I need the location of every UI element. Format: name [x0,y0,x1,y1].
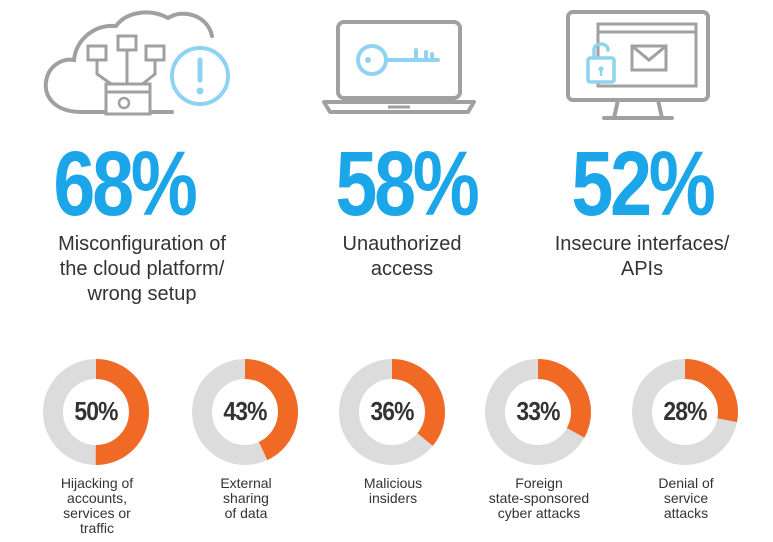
donut-svg [43,359,149,465]
donut-value-label: 50% [74,396,118,426]
donut-arc [485,359,591,465]
donut-chart-hijacking: 50% Hijacking of accounts, services or t… [32,358,162,542]
stat-column-unauthorized-access: 58% Unauthorized access [282,0,522,330]
donut-chart-foreign-attacks: 33% Foreign state-sponsored cyber attack… [474,358,604,542]
stat-label: Misconfiguration of the cloud platform/ … [58,233,226,305]
laptop-key-icon [322,20,476,114]
donut-value-label: 33% [516,396,560,426]
donut-value-label: 43% [223,396,267,426]
stat-column-misconfiguration: 68% Misconfiguration of the cloud platfo… [22,0,262,330]
donut-arc [632,359,738,465]
donut-arc [339,359,445,465]
stat-column-insecure-interfaces: 52% Insecure interfaces/ APIs [518,0,758,330]
donut-svg [632,359,738,465]
monitor-unlock-email-icon [566,10,710,120]
donut-chart-malicious-insiders: 36% Malicious insiders [328,358,458,542]
donut-category-label: Malicious insiders [363,475,423,506]
donut-svg [192,359,298,465]
donut-value-label: 36% [370,396,414,426]
donut-chart-denial-of-service: 28% Denial of service attacks [621,358,751,542]
donut-category-label: Denial of service attacks [658,475,714,521]
stat-label: Insecure interfaces/ APIs [554,233,730,280]
stat-value: 52% [571,133,715,235]
stat-value: 58% [335,133,479,235]
donut-svg [485,359,591,465]
stat-value: 68% [53,133,197,235]
donut-category-label: Foreign state-sponsored cyber attacks [488,475,590,521]
donut-arc [43,359,149,465]
donut-chart-external-sharing: 43% External sharing of data [181,358,311,542]
donut-category-label: Hijacking of accounts, services or traff… [60,475,134,536]
cloud-network-alert-icon [43,10,230,116]
donut-svg [339,359,445,465]
stat-label: Unauthorized access [342,233,462,280]
donut-category-label: External sharing of data [220,475,272,521]
donut-arc [192,359,298,465]
donut-value-label: 28% [663,396,707,426]
